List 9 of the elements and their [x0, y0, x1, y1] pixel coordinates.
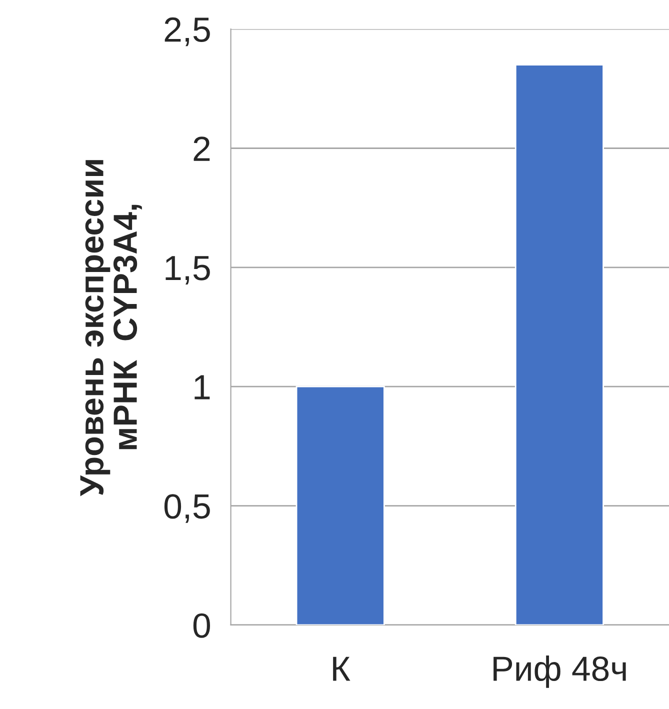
y-tick-label: 2 — [194, 136, 210, 161]
y-tick-label: 1 — [194, 375, 210, 400]
y-axis-title: Уровень экспрессии мРНК CYP3A4, — [80, 160, 142, 496]
x-tick-label: Риф 48ч — [494, 656, 626, 688]
y-tick-label: 1,5 — [166, 256, 210, 284]
x-tick-label: К — [333, 656, 350, 681]
y-tick-label: 0,5 — [164, 494, 210, 523]
y-tick-label: 2,5 — [164, 17, 210, 46]
y-tick-label: 0 — [193, 613, 210, 638]
